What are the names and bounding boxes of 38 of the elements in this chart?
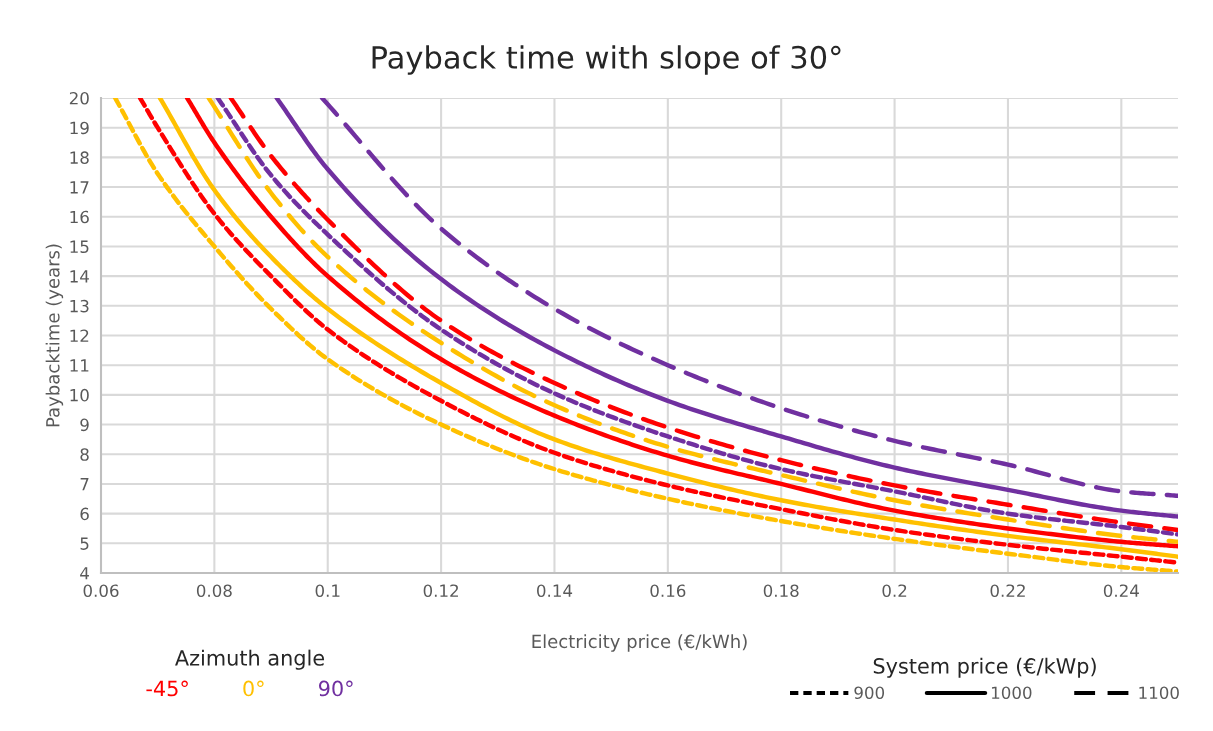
- y-axis-title: Paybacktime (years): [45, 244, 64, 427]
- x-tick-label: 0.12: [423, 584, 458, 598]
- y-tick-label: 9: [80, 418, 89, 432]
- y-tick-label: 8: [80, 448, 89, 461]
- y-tick-label: 16: [70, 210, 89, 224]
- y-tick-label: 13: [70, 299, 89, 313]
- x-tick-label: 0.24: [1103, 584, 1139, 598]
- text: -45°: [146, 680, 188, 697]
- y-tick-label: 18: [70, 151, 89, 164]
- y-tick-label: 7: [80, 478, 89, 491]
- text: 0°: [243, 680, 264, 697]
- y-tick-label: 4: [80, 567, 89, 580]
- text: 1100: [1139, 686, 1179, 700]
- x-tick-label: 0.06: [83, 584, 119, 598]
- x-axis-title: Electricity price (€/kWh): [532, 634, 747, 652]
- y-tick-label: 12: [70, 329, 89, 342]
- y-tick-label: 20: [69, 91, 89, 105]
- text: 1000: [991, 686, 1032, 700]
- x-tick-label: 0.2: [882, 584, 907, 598]
- y-tick-label: 5: [80, 537, 89, 550]
- chart-title: Payback time with slope of 30°: [372, 45, 841, 75]
- y-tick-label: 19: [70, 121, 89, 135]
- y-tick-label: 14: [70, 270, 89, 283]
- x-tick-label: 0.1: [315, 584, 340, 598]
- x-tick-label: 0.14: [537, 584, 573, 598]
- x-tick-label: 0.18: [763, 584, 799, 598]
- y-tick-label: 17: [70, 181, 89, 194]
- text: Azimuth angle: [175, 649, 325, 670]
- x-tick-label: 0.16: [650, 584, 686, 598]
- text: System price (€/kWp): [873, 657, 1096, 678]
- x-tick-label: 0.22: [990, 584, 1025, 598]
- y-tick-label: 6: [80, 507, 89, 521]
- text: 900: [854, 686, 885, 700]
- y-tick-label: 10: [70, 388, 89, 402]
- y-tick-label: 15: [70, 240, 89, 254]
- text: 90°: [318, 680, 353, 697]
- y-tick-label: 11: [70, 359, 89, 372]
- x-tick-label: 0.08: [196, 584, 232, 598]
